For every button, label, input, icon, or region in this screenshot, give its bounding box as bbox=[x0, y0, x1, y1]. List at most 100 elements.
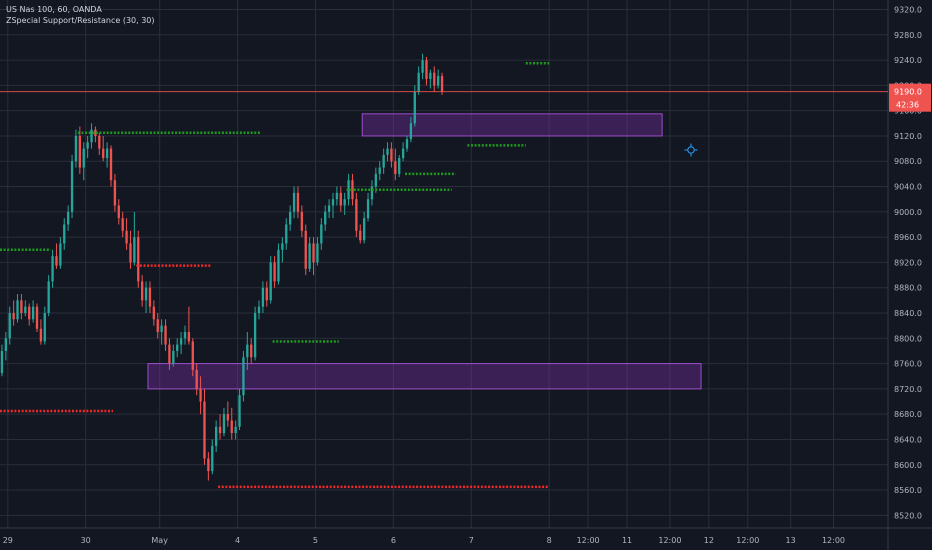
y-tick-label: 8680.0 bbox=[894, 410, 922, 419]
candle-body bbox=[308, 243, 311, 269]
candle-body bbox=[125, 230, 128, 244]
x-tick-label: 12:00 bbox=[577, 536, 600, 545]
candle-body bbox=[140, 281, 144, 301]
candle-body bbox=[98, 135, 101, 149]
candle-body bbox=[370, 186, 374, 200]
candle-body bbox=[187, 331, 191, 342]
candle-body bbox=[261, 287, 265, 307]
candle-body bbox=[8, 313, 11, 339]
candle-body bbox=[148, 287, 152, 307]
candle-body bbox=[28, 306, 31, 320]
supply-demand-zone[interactable] bbox=[147, 363, 702, 390]
candle-body bbox=[102, 148, 105, 159]
candle-body bbox=[429, 72, 432, 80]
y-tick-label: 9080.0 bbox=[894, 157, 922, 166]
candle-body bbox=[121, 218, 124, 231]
candle-body bbox=[63, 224, 66, 244]
candle-body bbox=[160, 325, 163, 332]
candle-body bbox=[401, 148, 405, 159]
candle-body bbox=[331, 199, 335, 206]
candle-body bbox=[86, 142, 89, 149]
candle-body bbox=[413, 91, 416, 124]
candle-body bbox=[207, 458, 210, 472]
candle-body bbox=[316, 243, 319, 263]
candle-body bbox=[292, 192, 296, 212]
indicator-title[interactable]: ZSpecial Support/Resistance (30, 30) bbox=[6, 16, 155, 25]
y-tick-label: 9320.0 bbox=[894, 5, 922, 14]
y-tick-label: 8840.0 bbox=[894, 309, 922, 318]
candle-body bbox=[39, 328, 43, 342]
candle-body bbox=[359, 230, 362, 241]
candle-body bbox=[90, 129, 93, 143]
candle-body bbox=[417, 72, 420, 92]
candle-body bbox=[0, 350, 4, 374]
candle-body bbox=[335, 192, 339, 200]
candle-body bbox=[133, 237, 136, 263]
candle-body bbox=[218, 426, 222, 434]
candle-body bbox=[246, 344, 249, 358]
candle-body bbox=[226, 414, 230, 421]
candle-body bbox=[176, 344, 179, 351]
candle-body bbox=[378, 167, 381, 174]
x-tick-label: 11 bbox=[622, 536, 632, 545]
y-tick-label: 8960.0 bbox=[894, 233, 922, 242]
candle-body bbox=[269, 262, 272, 301]
candle-body bbox=[113, 180, 117, 206]
candle-body bbox=[339, 192, 342, 206]
y-tick-label: 8560.0 bbox=[894, 486, 922, 495]
x-tick-label: 7 bbox=[469, 536, 474, 545]
candle-body bbox=[222, 414, 226, 434]
candle-body bbox=[285, 224, 288, 244]
candle-body bbox=[242, 357, 245, 396]
crosshair-move-icon bbox=[684, 143, 698, 157]
candle-body bbox=[250, 344, 253, 358]
y-tick-label: 9120.0 bbox=[894, 132, 922, 141]
candle-body bbox=[137, 237, 140, 282]
candle-body bbox=[433, 72, 436, 86]
candle-body bbox=[300, 211, 304, 231]
candle-body bbox=[31, 306, 35, 320]
candle-body bbox=[362, 218, 366, 241]
candle-body bbox=[152, 306, 156, 320]
candle-body bbox=[78, 135, 82, 168]
x-tick-label: 12:00 bbox=[658, 536, 681, 545]
x-tick-label: 6 bbox=[391, 536, 396, 545]
candle-body bbox=[195, 369, 198, 389]
candle-body bbox=[211, 445, 214, 472]
candle-body bbox=[257, 306, 261, 314]
symbol-title[interactable]: US Nas 100, 60, OANDA bbox=[6, 5, 102, 14]
candle-body bbox=[253, 313, 257, 358]
candle-body bbox=[82, 148, 85, 168]
candle-body bbox=[304, 230, 307, 269]
y-tick-label: 8880.0 bbox=[894, 284, 922, 293]
candle-body bbox=[265, 287, 268, 301]
candle-body bbox=[70, 161, 74, 212]
x-tick-label: 4 bbox=[235, 536, 240, 545]
y-tick-label: 9280.0 bbox=[894, 31, 922, 40]
candle-body bbox=[390, 148, 393, 162]
candle-body bbox=[234, 426, 237, 434]
x-tick-label: 5 bbox=[313, 536, 318, 545]
candle-body bbox=[366, 199, 370, 219]
x-tick-label: May bbox=[151, 536, 168, 545]
chart-legend: US Nas 100, 60, OANDA ZSpecial Support/R… bbox=[6, 4, 155, 26]
candle-body bbox=[425, 60, 428, 80]
candle-body bbox=[117, 205, 120, 219]
candle-body bbox=[59, 243, 62, 266]
candle-body bbox=[343, 199, 346, 206]
x-tick-label: 12:00 bbox=[822, 536, 845, 545]
x-tick-label: 30 bbox=[81, 536, 91, 545]
candle-body bbox=[16, 300, 19, 320]
supply-demand-zone[interactable] bbox=[361, 113, 663, 137]
candle-body bbox=[4, 338, 8, 351]
x-tick-label: 12 bbox=[704, 536, 714, 545]
candle-body bbox=[386, 148, 389, 155]
y-tick-label: 9040.0 bbox=[894, 183, 922, 192]
candle-body bbox=[129, 243, 132, 263]
candle-body bbox=[405, 139, 409, 149]
candle-body bbox=[398, 158, 401, 174]
y-tick-label: 8800.0 bbox=[894, 334, 922, 343]
